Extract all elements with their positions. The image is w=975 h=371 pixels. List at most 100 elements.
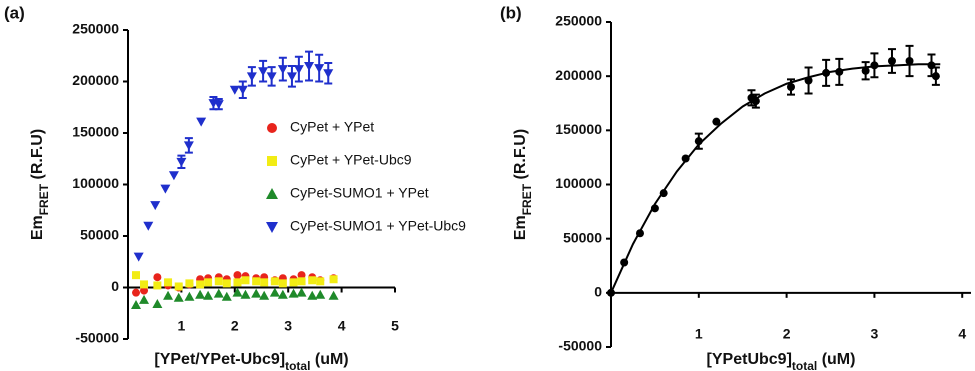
- point: [132, 271, 141, 280]
- x-tick-label: 4: [958, 326, 966, 342]
- point: [203, 290, 214, 300]
- point: [620, 258, 629, 267]
- y-tick-label: 0: [111, 278, 119, 294]
- point: [887, 57, 896, 65]
- axis-label-sub: FRET: [37, 183, 51, 215]
- point: [140, 286, 149, 295]
- point: [293, 65, 304, 75]
- axis-label-main: Em: [512, 215, 529, 240]
- point: [214, 277, 223, 286]
- point: [229, 85, 240, 95]
- point: [277, 65, 288, 75]
- axis-label-sub: total: [792, 359, 817, 371]
- axis-label-rest: (uM): [817, 351, 855, 368]
- point: [246, 72, 257, 82]
- point: [329, 275, 338, 284]
- point: [905, 57, 914, 65]
- x-tick-label: 2: [231, 318, 239, 334]
- y-tick-label: 100000: [72, 175, 119, 191]
- x-tick-label: 4: [338, 318, 346, 334]
- point: [835, 67, 844, 76]
- axis-label-main: [YPetUbc9]: [707, 351, 792, 368]
- point: [315, 289, 326, 299]
- point: [277, 289, 288, 299]
- axis-label: [YPetUbc9]total (uM): [707, 351, 856, 371]
- legend-label: CyPet-SUMO1 + YPet: [290, 185, 429, 201]
- point: [164, 278, 173, 287]
- point: [635, 229, 644, 238]
- legend-label: CyPet + YPet: [290, 119, 374, 135]
- x-tick-label: 2: [783, 326, 791, 342]
- y-tick-label: 150000: [72, 124, 119, 140]
- point: [288, 288, 299, 298]
- axis-label: [YPet/YPet-Ubc9]total (uM): [154, 351, 348, 371]
- point: [296, 287, 307, 297]
- point: [143, 221, 154, 231]
- point: [222, 279, 231, 288]
- x-tick-label: 3: [284, 318, 292, 334]
- point: [251, 288, 262, 298]
- point: [323, 69, 334, 79]
- point: [152, 298, 163, 308]
- point: [751, 97, 760, 106]
- legend-marker: [267, 123, 277, 133]
- point: [787, 83, 795, 91]
- point: [173, 292, 184, 302]
- point: [150, 201, 161, 211]
- point: [270, 277, 279, 286]
- point: [241, 276, 250, 285]
- axis-label-rest: (uM): [310, 351, 348, 368]
- point: [213, 288, 224, 298]
- y-tick-label: 0: [594, 284, 602, 300]
- legend-marker: [266, 222, 278, 233]
- point: [607, 288, 615, 297]
- legend-label: CyPet-SUMO1 + YPet-Ubc9: [290, 218, 466, 234]
- point: [260, 278, 269, 287]
- point: [297, 271, 306, 280]
- point: [316, 277, 325, 286]
- point: [804, 76, 813, 85]
- point: [233, 278, 242, 287]
- point: [183, 141, 194, 151]
- point: [258, 67, 269, 77]
- y-tick-label: 150000: [555, 121, 602, 137]
- point: [259, 290, 270, 300]
- point: [174, 282, 183, 291]
- point: [133, 252, 144, 262]
- legend-label: CyPet + YPet-Ubc9: [290, 152, 412, 168]
- point: [237, 85, 248, 95]
- x-tick-label: 1: [178, 318, 186, 334]
- fit-line: [610, 63, 941, 294]
- panel-label: (b): [500, 3, 522, 22]
- point: [132, 288, 141, 297]
- point: [289, 278, 298, 287]
- y-tick-label: 100000: [555, 175, 602, 191]
- point: [252, 277, 261, 286]
- point: [307, 290, 318, 300]
- point: [153, 273, 162, 282]
- point: [308, 276, 317, 285]
- legend-marker: [267, 156, 277, 166]
- point: [213, 100, 224, 110]
- point: [314, 64, 325, 74]
- point: [184, 291, 195, 301]
- y-tick-label: 50000: [563, 229, 602, 245]
- point: [233, 271, 242, 280]
- axis-label: EmFRET (R.F.U): [29, 129, 51, 240]
- axis-label-main: Em: [29, 215, 46, 240]
- y-tick-label: 50000: [80, 227, 119, 243]
- axis-label-main: [YPet/YPet-Ubc9]: [154, 351, 285, 368]
- point: [870, 61, 879, 70]
- point: [712, 117, 721, 126]
- point: [931, 72, 940, 81]
- point: [160, 184, 171, 194]
- y-tick-label: -50000: [558, 338, 602, 354]
- y-tick-label: 200000: [555, 67, 602, 83]
- point: [163, 290, 174, 300]
- point: [304, 62, 315, 72]
- point: [221, 291, 232, 301]
- y-tick-label: 200000: [72, 72, 119, 88]
- y-tick-label: 250000: [72, 21, 119, 37]
- axis-label-sub: total: [285, 359, 310, 371]
